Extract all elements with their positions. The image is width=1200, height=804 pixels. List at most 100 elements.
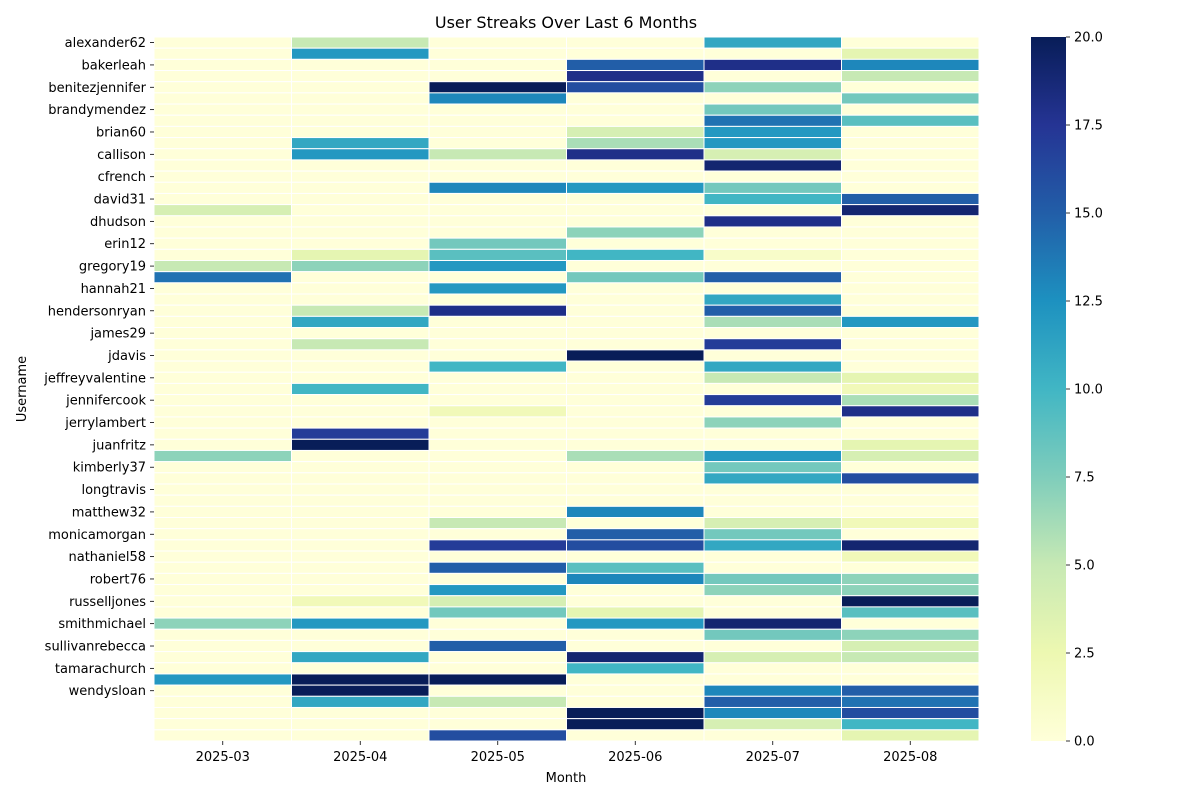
y-tick-label: matthew32	[72, 505, 146, 520]
heatmap-cell	[153, 148, 292, 161]
heatmap-cell	[566, 718, 705, 731]
heatmap-cell	[703, 505, 842, 519]
heatmap-cell	[566, 528, 705, 541]
heatmap-cell	[703, 718, 842, 731]
heatmap-cell	[291, 382, 430, 396]
heatmap-cell	[291, 639, 430, 653]
heatmap-cell	[566, 472, 705, 485]
heatmap-cell	[566, 125, 705, 139]
heatmap-cell	[291, 47, 430, 60]
heatmap-cell	[841, 170, 980, 183]
heatmap-cell	[153, 215, 292, 228]
heatmap-cell	[428, 81, 567, 94]
heatmap-cell	[428, 684, 567, 697]
heatmap-cell	[841, 584, 980, 597]
heatmap-cell	[153, 572, 292, 586]
heatmap-cell	[153, 494, 292, 507]
heatmap-cell	[566, 505, 705, 519]
heatmap-cell	[428, 405, 567, 418]
heatmap-cell	[841, 695, 980, 708]
heatmap-cell	[428, 394, 567, 407]
heatmap-cell	[291, 505, 430, 519]
heatmap-cell	[566, 58, 705, 72]
heatmap-cell	[153, 114, 292, 127]
heatmap-cell	[703, 483, 842, 496]
heatmap-cell	[841, 595, 980, 608]
heatmap-cell	[428, 461, 567, 474]
colorbar-ticks: 0.0 2.5 5.0 7.5 10.0 12.5 15.0 17.5 20.0	[1066, 31, 1103, 750]
heatmap-cell	[153, 416, 292, 429]
heatmap-cell	[566, 483, 705, 496]
heatmap-cell	[291, 718, 430, 731]
heatmap-cell	[428, 472, 567, 485]
heatmap-cell	[566, 148, 705, 161]
heatmap-cell	[703, 673, 842, 686]
heatmap-cell	[566, 494, 705, 507]
heatmap-cell	[703, 103, 842, 116]
heatmap-cell	[428, 248, 567, 261]
y-tick-label: longtravis	[81, 483, 146, 498]
heatmap-cell	[153, 684, 292, 697]
heatmap-cell	[703, 550, 842, 563]
heatmap-cell	[428, 371, 567, 384]
heatmap-cell	[153, 293, 292, 306]
heatmap-cell	[566, 271, 705, 284]
heatmap-cell	[703, 92, 842, 105]
heatmap-cell	[291, 103, 430, 116]
heatmap-cell	[841, 561, 980, 574]
heatmap-cell	[841, 103, 980, 116]
heatmap-cell	[703, 204, 842, 217]
heatmap-cell	[841, 416, 980, 429]
heatmap-cell	[566, 584, 705, 597]
heatmap-cell	[841, 371, 980, 384]
heatmap-cell	[428, 204, 567, 217]
heatmap-cell	[703, 114, 842, 127]
heatmap-cell	[703, 170, 842, 183]
heatmap-cell	[703, 572, 842, 586]
heatmap-cell	[841, 517, 980, 530]
heatmap-cell	[428, 170, 567, 183]
heatmap-cell	[566, 103, 705, 116]
heatmap-cell	[153, 528, 292, 541]
heatmap-cell	[153, 271, 292, 284]
heatmap-cell	[291, 628, 430, 641]
heatmap-cell	[841, 293, 980, 306]
x-axis-label: Month	[546, 771, 587, 786]
y-tick-label: jerrylambert	[64, 416, 146, 431]
heatmap-cell	[428, 416, 567, 429]
heatmap-cell	[291, 282, 430, 295]
heatmap-cell	[153, 550, 292, 563]
heatmap-cell	[566, 47, 705, 60]
heatmap-cell	[153, 349, 292, 362]
heatmap-cell	[291, 617, 430, 630]
x-tick-label: 2025-07	[746, 750, 800, 765]
heatmap-cell	[703, 192, 842, 206]
heatmap-cell	[566, 304, 705, 317]
heatmap-cell	[291, 438, 430, 451]
heatmap-cell	[153, 662, 292, 675]
heatmap-cell	[428, 606, 567, 619]
y-tick-label: brian60	[96, 125, 146, 140]
heatmap-cell	[841, 248, 980, 261]
heatmap-cell	[841, 662, 980, 675]
heatmap-cell	[703, 58, 842, 72]
heatmap-cell	[291, 327, 430, 340]
heatmap-cell	[566, 449, 705, 463]
colorbar-tick-label: 10.0	[1074, 383, 1103, 398]
heatmap-cell	[841, 706, 980, 720]
heatmap-cell	[841, 505, 980, 519]
heatmap-cell	[703, 226, 842, 239]
heatmap-cell	[428, 517, 567, 530]
heatmap-cell	[428, 718, 567, 731]
heatmap-cell	[566, 517, 705, 530]
heatmap-cell	[153, 517, 292, 530]
heatmap-cell	[291, 81, 430, 94]
y-tick-label: russelljones	[69, 595, 146, 610]
heatmap-cell	[703, 181, 842, 194]
heatmap-cell	[153, 639, 292, 653]
heatmap-cell	[566, 662, 705, 675]
heatmap-cell	[428, 349, 567, 362]
heatmap-cell	[428, 572, 567, 586]
heatmap-cell	[153, 472, 292, 485]
heatmap-cell	[153, 204, 292, 217]
